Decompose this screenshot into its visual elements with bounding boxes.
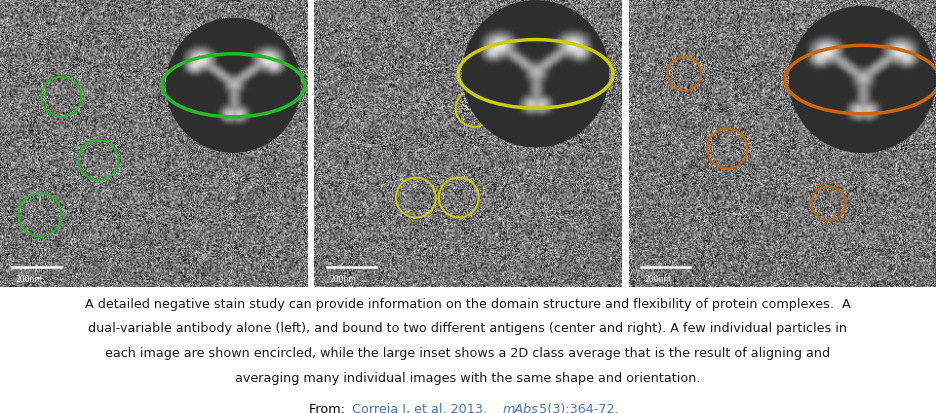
- Text: Correia I, et al. 2013.: Correia I, et al. 2013.: [352, 402, 490, 413]
- Text: 200nm: 200nm: [644, 274, 671, 283]
- Text: 200nm: 200nm: [329, 274, 357, 283]
- Text: From:: From:: [309, 402, 348, 413]
- Text: averaging many individual images with the same shape and orientation.: averaging many individual images with th…: [235, 371, 701, 384]
- Text: 200nm: 200nm: [15, 274, 42, 283]
- Text: A detailed negative stain study can provide information on the domain structure : A detailed negative stain study can prov…: [85, 297, 851, 310]
- Text: mAbs: mAbs: [503, 402, 538, 413]
- Text: . 5(3):364-72.: . 5(3):364-72.: [532, 402, 619, 413]
- Text: dual-variable antibody alone (left), and bound to two different antigens (center: dual-variable antibody alone (left), and…: [89, 322, 847, 335]
- Text: each image are shown encircled, while the large inset shows a 2D class average t: each image are shown encircled, while th…: [106, 346, 830, 359]
